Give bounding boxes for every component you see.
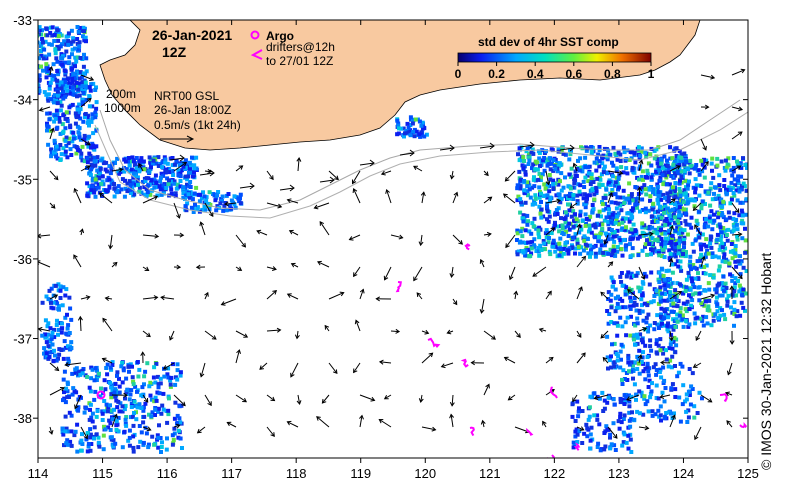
y-tick-label: -37 [13, 332, 32, 347]
y-tick-label: -36 [13, 252, 32, 267]
plot-frame [37, 19, 749, 459]
colorbar-tick-label: 0.6 [565, 67, 582, 81]
colorbar [457, 52, 652, 63]
current-vectors [38, 66, 746, 441]
colorbar-tick-label: 0.2 [488, 67, 505, 81]
current-time: 26-Jan 18:00Z [154, 103, 231, 117]
current-source: NRT00 GSL [154, 89, 219, 103]
y-axis: -33 -34 -35 -36 -37 -38 [13, 13, 748, 426]
x-tick-label: 125 [737, 466, 759, 481]
contour-200m [99, 99, 741, 211]
y-tick-label: -34 [13, 93, 32, 108]
drifters-label: drifters@12h [266, 40, 335, 54]
colorbar-ticks: 0 0.2 0.4 0.6 0.8 1 [455, 62, 655, 81]
colorbar-tick-label: 0.4 [527, 67, 544, 81]
colorbar-tick-label: 0 [455, 67, 462, 81]
sst-data-layer [38, 25, 748, 454]
x-tick-label: 120 [414, 466, 436, 481]
x-tick-label: 122 [544, 466, 566, 481]
x-tick-label: 117 [221, 466, 242, 481]
credit-text: © IMOS 30-Jan-2021 12:32 Hobart [758, 252, 774, 470]
x-tick-label: 118 [286, 466, 307, 481]
x-tick-label: 114 [28, 466, 49, 481]
argo-legend-icon [250, 30, 260, 40]
x-tick-label: 115 [92, 466, 113, 481]
depth-200-label: 200m [106, 87, 136, 101]
argo-label: Argo [266, 29, 294, 43]
date-title: 26-Jan-2021 [152, 27, 232, 43]
y-tick-label: -38 [13, 411, 32, 426]
land-australia [99, 20, 701, 151]
y-tick-label: -35 [13, 172, 32, 187]
colorbar-title: std dev of 4hr SST comp [478, 35, 619, 49]
scale-arrow [160, 135, 195, 143]
argo-float [96, 390, 106, 400]
x-axis: 114 115 116 117 118 119 120 121 122 123 124 125 [28, 20, 759, 481]
x-tick-label: 121 [479, 466, 501, 481]
drifter-tracks [395, 243, 748, 458]
drifters-label-2: to 27/01 12Z [266, 54, 333, 68]
x-tick-label: 123 [608, 466, 630, 481]
x-tick-label: 124 [673, 466, 695, 481]
y-tick-label: -33 [13, 13, 32, 28]
x-tick-label: 119 [350, 466, 371, 481]
x-tick-label: 116 [157, 466, 178, 481]
drifter-legend-icon [250, 49, 263, 60]
depth-1000-label: 1000m [104, 101, 141, 115]
time-title: 12Z [162, 44, 187, 60]
colorbar-tick-label: 0.8 [604, 67, 621, 81]
current-scale: 0.5m/s (1kt 24h) [154, 118, 241, 132]
colorbar-tick-label: 1 [648, 67, 655, 81]
